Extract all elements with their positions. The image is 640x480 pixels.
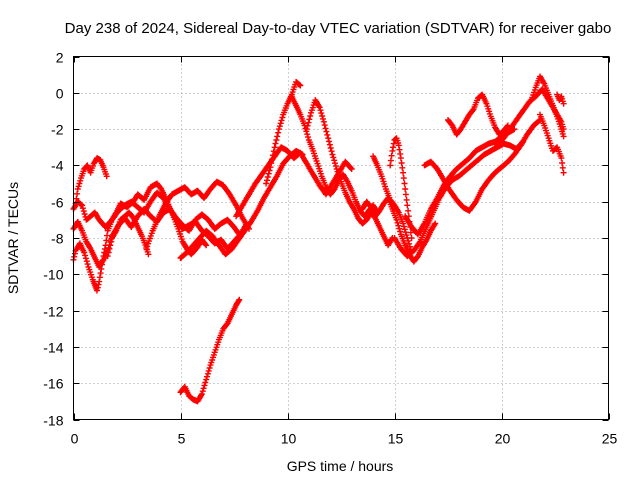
series-sat-s <box>445 91 511 138</box>
series-sat-l <box>303 97 396 249</box>
y-tick-label: -6 <box>51 195 64 211</box>
x-tick-label: 15 <box>388 431 404 447</box>
series-sat-n <box>370 153 415 256</box>
series-sat-h <box>177 296 243 405</box>
series-sat-r <box>421 117 543 214</box>
series-sat-m <box>359 195 439 265</box>
y-tick-label: 0 <box>56 86 64 102</box>
series-sat-d <box>72 155 110 207</box>
y-tick-label: 2 <box>56 50 64 66</box>
series-sat-p <box>391 138 526 260</box>
x-tick-label: 25 <box>602 431 618 447</box>
series-sat-v <box>537 111 567 176</box>
y-tick-label: -2 <box>51 122 64 138</box>
series-sat-w <box>554 91 567 107</box>
y-tick-label: -10 <box>43 267 63 283</box>
series-sat-j <box>263 78 304 187</box>
x-tick-label: 5 <box>178 431 186 447</box>
chart-title: Day 238 of 2024, Sidereal Day-to-day VTE… <box>65 20 612 37</box>
axis-ticks: 20-2-4-6-8-10-12-14-16-180 5 10 15 20 25 <box>43 50 617 447</box>
data-series <box>70 73 567 405</box>
series-sat-q <box>402 126 518 238</box>
x-tick-label: 0 <box>71 431 79 447</box>
y-tick-label: -8 <box>51 231 64 247</box>
y-axis-label: SDTVAR / TECUs <box>5 182 21 294</box>
grid-lines <box>73 56 609 420</box>
x-tick-label: 10 <box>281 431 297 447</box>
series-sat-a <box>70 180 210 294</box>
y-tick-label: -16 <box>43 376 63 392</box>
series-sat-u <box>528 73 567 140</box>
x-axis-label: GPS time / hours <box>287 458 394 474</box>
y-tick-label: -12 <box>43 304 63 320</box>
y-tick-label: -4 <box>51 158 64 174</box>
y-tick-label: -18 <box>43 413 63 429</box>
x-tick-label: 20 <box>495 431 511 447</box>
y-tick-label: -14 <box>43 340 63 356</box>
series-sat-e <box>104 209 152 260</box>
